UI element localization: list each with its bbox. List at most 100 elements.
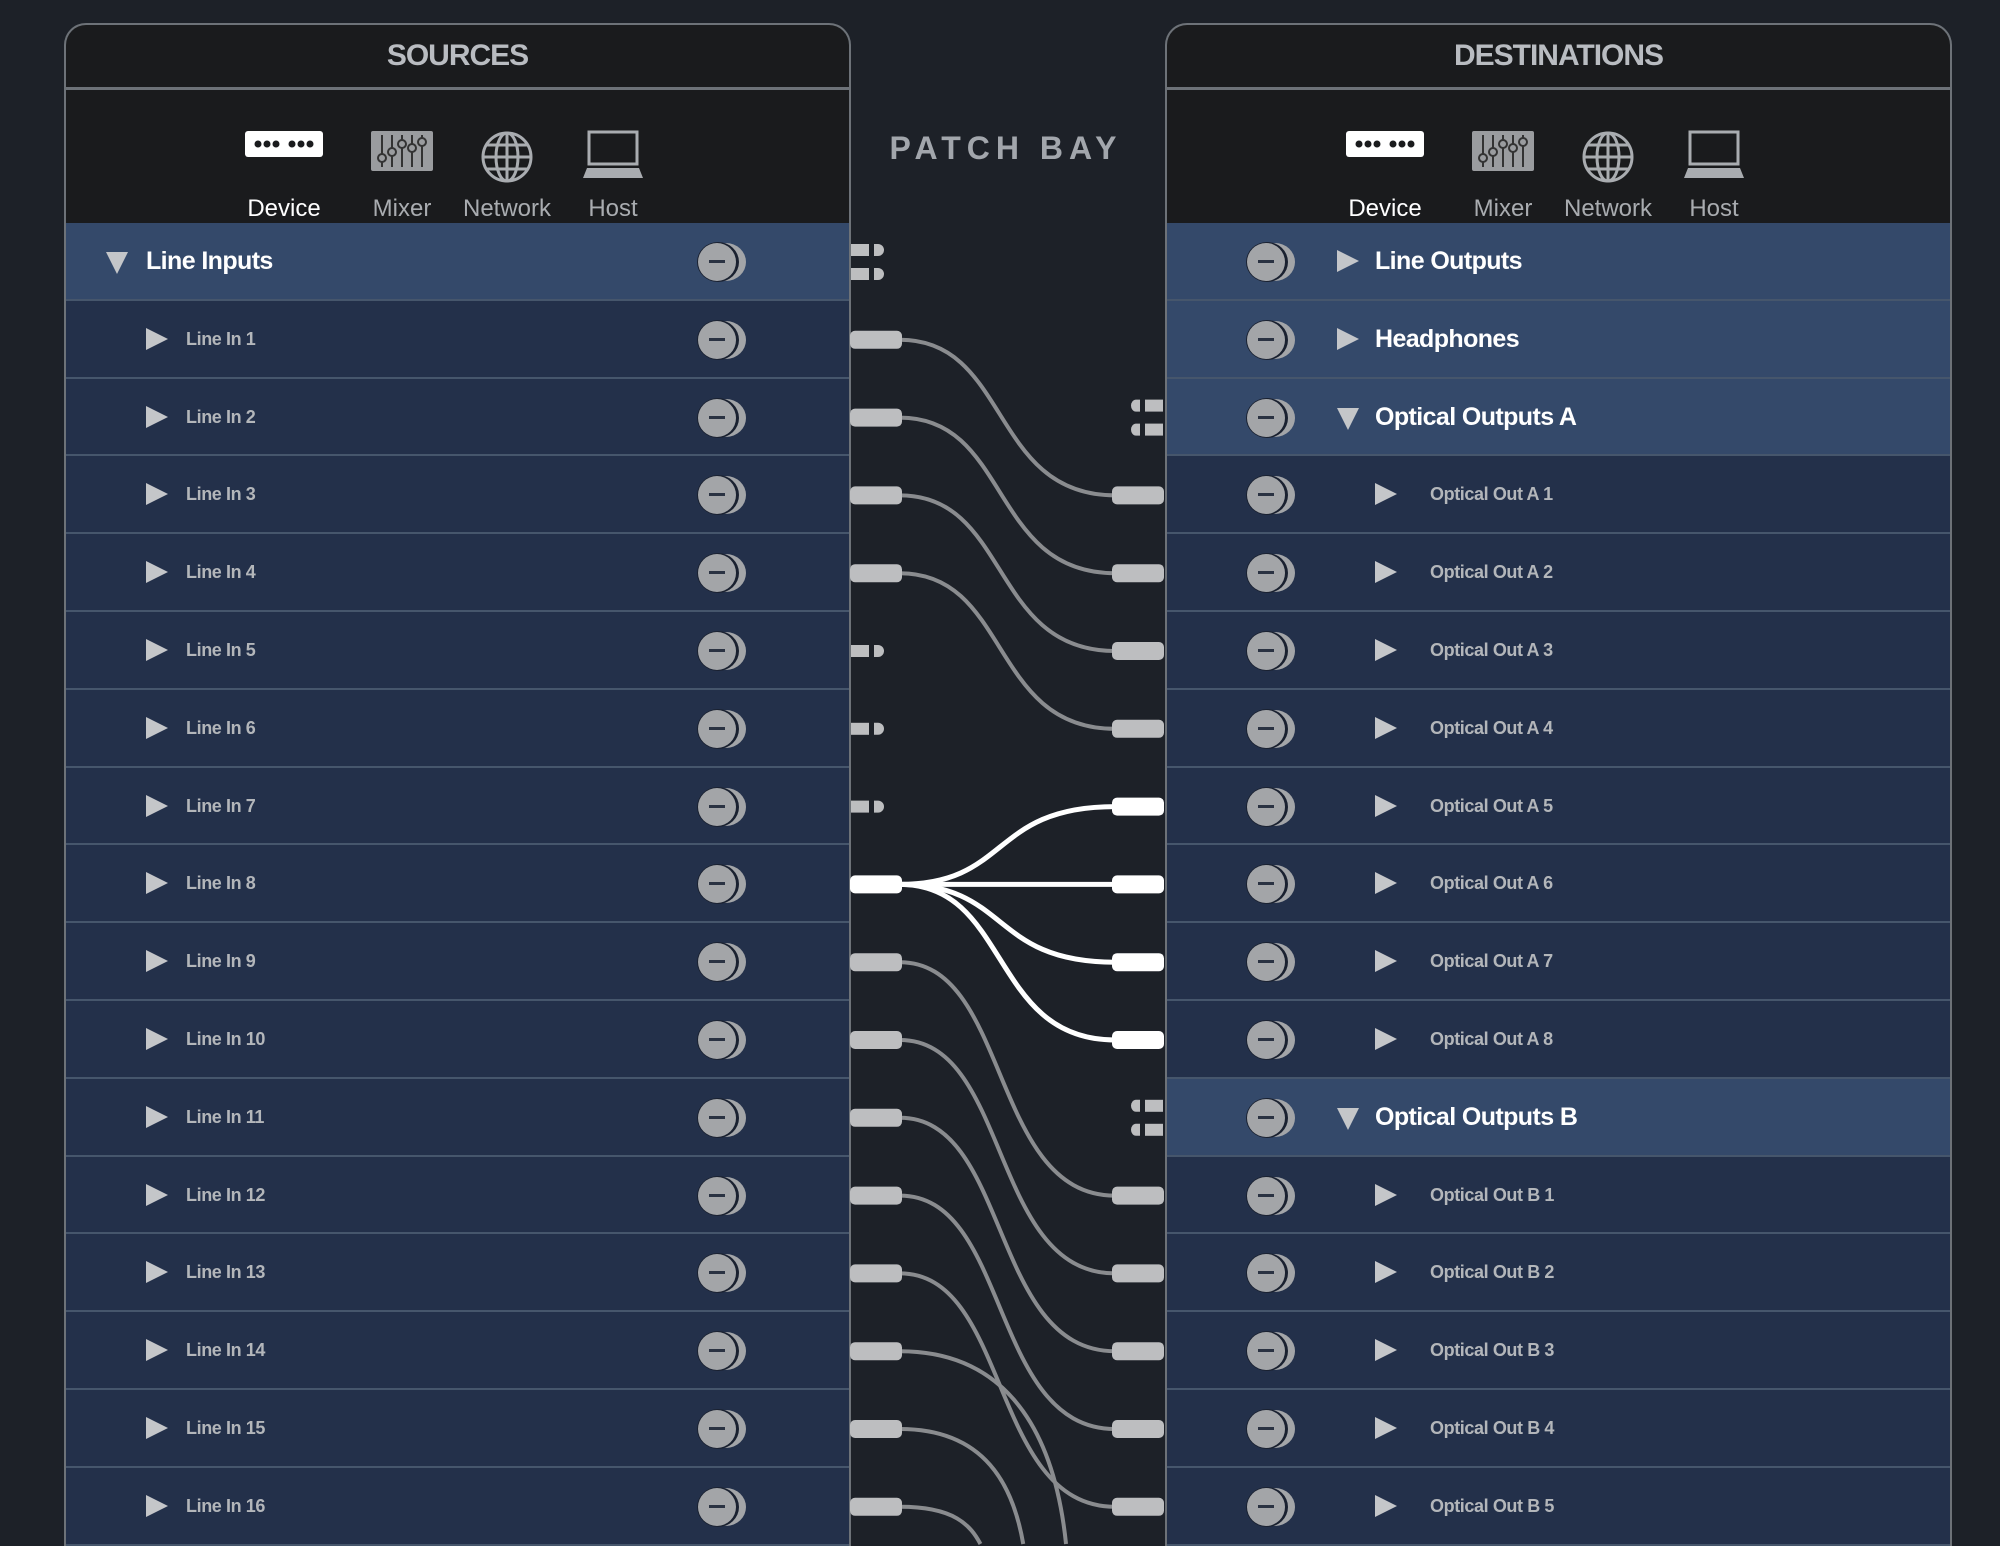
mute-toggle-icon[interactable]	[1245, 631, 1297, 671]
mute-toggle-icon[interactable]	[696, 242, 748, 282]
group-row[interactable]: Line Outputs	[1167, 223, 1950, 301]
channel-row[interactable]: Line In 3	[66, 456, 849, 535]
disclosure-right-icon[interactable]	[1375, 483, 1397, 506]
mute-toggle-icon[interactable]	[696, 708, 748, 749]
disclosure-right-icon[interactable]	[1337, 327, 1359, 350]
mute-toggle-icon[interactable]	[696, 786, 748, 827]
disclosure-right-icon[interactable]	[1375, 639, 1397, 661]
disclosure-right-icon[interactable]	[1375, 1494, 1397, 1517]
disclosure-right-icon[interactable]	[1375, 1028, 1397, 1050]
channel-row[interactable]: Line In 8	[66, 845, 849, 924]
channel-row[interactable]: Line In 10	[66, 1001, 849, 1079]
group-row[interactable]: Line Inputs	[66, 223, 849, 301]
disclosure-right-icon[interactable]	[1375, 1261, 1397, 1284]
mute-toggle-icon[interactable]	[1245, 708, 1297, 749]
tab-device[interactable]: Device	[1325, 90, 1445, 223]
channel-row[interactable]: Optical Out A 6	[1167, 845, 1950, 924]
channel-row[interactable]: Line In 9	[66, 923, 849, 1001]
mute-toggle-icon[interactable]	[1245, 397, 1297, 438]
mute-toggle-icon[interactable]	[696, 1097, 748, 1138]
disclosure-right-icon[interactable]	[146, 561, 168, 584]
channel-row[interactable]: Optical Out A 8	[1167, 1001, 1950, 1079]
mute-toggle-icon[interactable]	[696, 1020, 748, 1060]
channel-row[interactable]: Optical Out B 5	[1167, 1467, 1950, 1546]
disclosure-right-icon[interactable]	[146, 1028, 168, 1050]
disclosure-right-icon[interactable]	[1375, 716, 1397, 739]
tab-network[interactable]: Network	[447, 90, 567, 223]
tab-host[interactable]: Host	[553, 90, 673, 223]
mute-toggle-icon[interactable]	[1245, 1409, 1297, 1449]
channel-row[interactable]: Line In 13	[66, 1234, 849, 1313]
mute-toggle-icon[interactable]	[696, 319, 748, 360]
disclosure-down-icon[interactable]	[106, 252, 128, 274]
channel-row[interactable]: Optical Out A 4	[1167, 689, 1950, 768]
channel-row[interactable]: Line In 16	[66, 1467, 849, 1546]
channel-row[interactable]: Line In 2	[66, 378, 849, 457]
disclosure-right-icon[interactable]	[1375, 872, 1397, 895]
disclosure-down-icon[interactable]	[1337, 407, 1359, 430]
channel-row[interactable]: Optical Out A 5	[1167, 767, 1950, 846]
disclosure-right-icon[interactable]	[146, 1105, 168, 1128]
mute-toggle-icon[interactable]	[696, 864, 748, 905]
channel-row[interactable]: Line In 14	[66, 1312, 849, 1390]
mute-toggle-icon[interactable]	[1245, 864, 1297, 905]
disclosure-right-icon[interactable]	[146, 950, 168, 973]
disclosure-right-icon[interactable]	[1375, 1183, 1397, 1206]
disclosure-right-icon[interactable]	[1375, 794, 1397, 817]
group-row[interactable]: Optical Outputs A	[1167, 378, 1950, 457]
group-row[interactable]: Headphones	[1167, 300, 1950, 379]
disclosure-right-icon[interactable]	[1375, 561, 1397, 584]
disclosure-right-icon[interactable]	[146, 794, 168, 817]
mute-toggle-icon[interactable]	[696, 942, 748, 983]
tab-host[interactable]: Host	[1654, 90, 1774, 223]
disclosure-right-icon[interactable]	[146, 639, 168, 661]
disclosure-right-icon[interactable]	[1375, 950, 1397, 973]
mute-toggle-icon[interactable]	[1245, 786, 1297, 827]
mute-toggle-icon[interactable]	[696, 475, 748, 516]
channel-row[interactable]: Optical Out B 4	[1167, 1390, 1950, 1468]
mute-toggle-icon[interactable]	[1245, 1331, 1297, 1372]
disclosure-right-icon[interactable]	[146, 1339, 168, 1362]
disclosure-right-icon[interactable]	[146, 716, 168, 739]
channel-row[interactable]: Line In 15	[66, 1390, 849, 1468]
channel-row[interactable]: Optical Out B 2	[1167, 1234, 1950, 1313]
disclosure-right-icon[interactable]	[146, 327, 168, 350]
disclosure-right-icon[interactable]	[146, 405, 168, 428]
channel-row[interactable]: Optical Out B 1	[1167, 1156, 1950, 1235]
tab-mixer[interactable]: Mixer	[342, 90, 462, 223]
disclosure-right-icon[interactable]	[146, 1417, 168, 1439]
disclosure-right-icon[interactable]	[146, 483, 168, 506]
channel-row[interactable]: Optical Out B 3	[1167, 1312, 1950, 1390]
channel-row[interactable]: Optical Out A 7	[1167, 923, 1950, 1001]
channel-row[interactable]: Line In 6	[66, 689, 849, 768]
channel-row[interactable]: Optical Out A 3	[1167, 612, 1950, 690]
disclosure-right-icon[interactable]	[1375, 1417, 1397, 1439]
mute-toggle-icon[interactable]	[1245, 1175, 1297, 1216]
mute-toggle-icon[interactable]	[696, 1253, 748, 1294]
mute-toggle-icon[interactable]	[1245, 1253, 1297, 1294]
disclosure-right-icon[interactable]	[1375, 1339, 1397, 1362]
mute-toggle-icon[interactable]	[696, 1486, 748, 1527]
mute-toggle-icon[interactable]	[696, 631, 748, 671]
disclosure-right-icon[interactable]	[146, 1494, 168, 1517]
mute-toggle-icon[interactable]	[1245, 1020, 1297, 1060]
mute-toggle-icon[interactable]	[696, 1175, 748, 1216]
mute-toggle-icon[interactable]	[696, 553, 748, 594]
disclosure-right-icon[interactable]	[146, 1183, 168, 1206]
mute-toggle-icon[interactable]	[1245, 319, 1297, 360]
channel-row[interactable]: Line In 7	[66, 767, 849, 846]
channel-row[interactable]: Line In 4	[66, 534, 849, 612]
group-row[interactable]: Optical Outputs B	[1167, 1078, 1950, 1157]
disclosure-right-icon[interactable]	[146, 1261, 168, 1284]
channel-row[interactable]: Line In 12	[66, 1156, 849, 1235]
mute-toggle-icon[interactable]	[1245, 1486, 1297, 1527]
channel-row[interactable]: Optical Out A 2	[1167, 534, 1950, 612]
channel-row[interactable]: Line In 5	[66, 612, 849, 690]
channel-row[interactable]: Line In 1	[66, 300, 849, 379]
channel-row[interactable]: Line In 11	[66, 1078, 849, 1157]
tab-device[interactable]: Device	[224, 90, 344, 223]
mute-toggle-icon[interactable]	[1245, 1097, 1297, 1138]
mute-toggle-icon[interactable]	[696, 397, 748, 438]
mute-toggle-icon[interactable]	[696, 1409, 748, 1449]
disclosure-down-icon[interactable]	[1337, 1107, 1359, 1130]
